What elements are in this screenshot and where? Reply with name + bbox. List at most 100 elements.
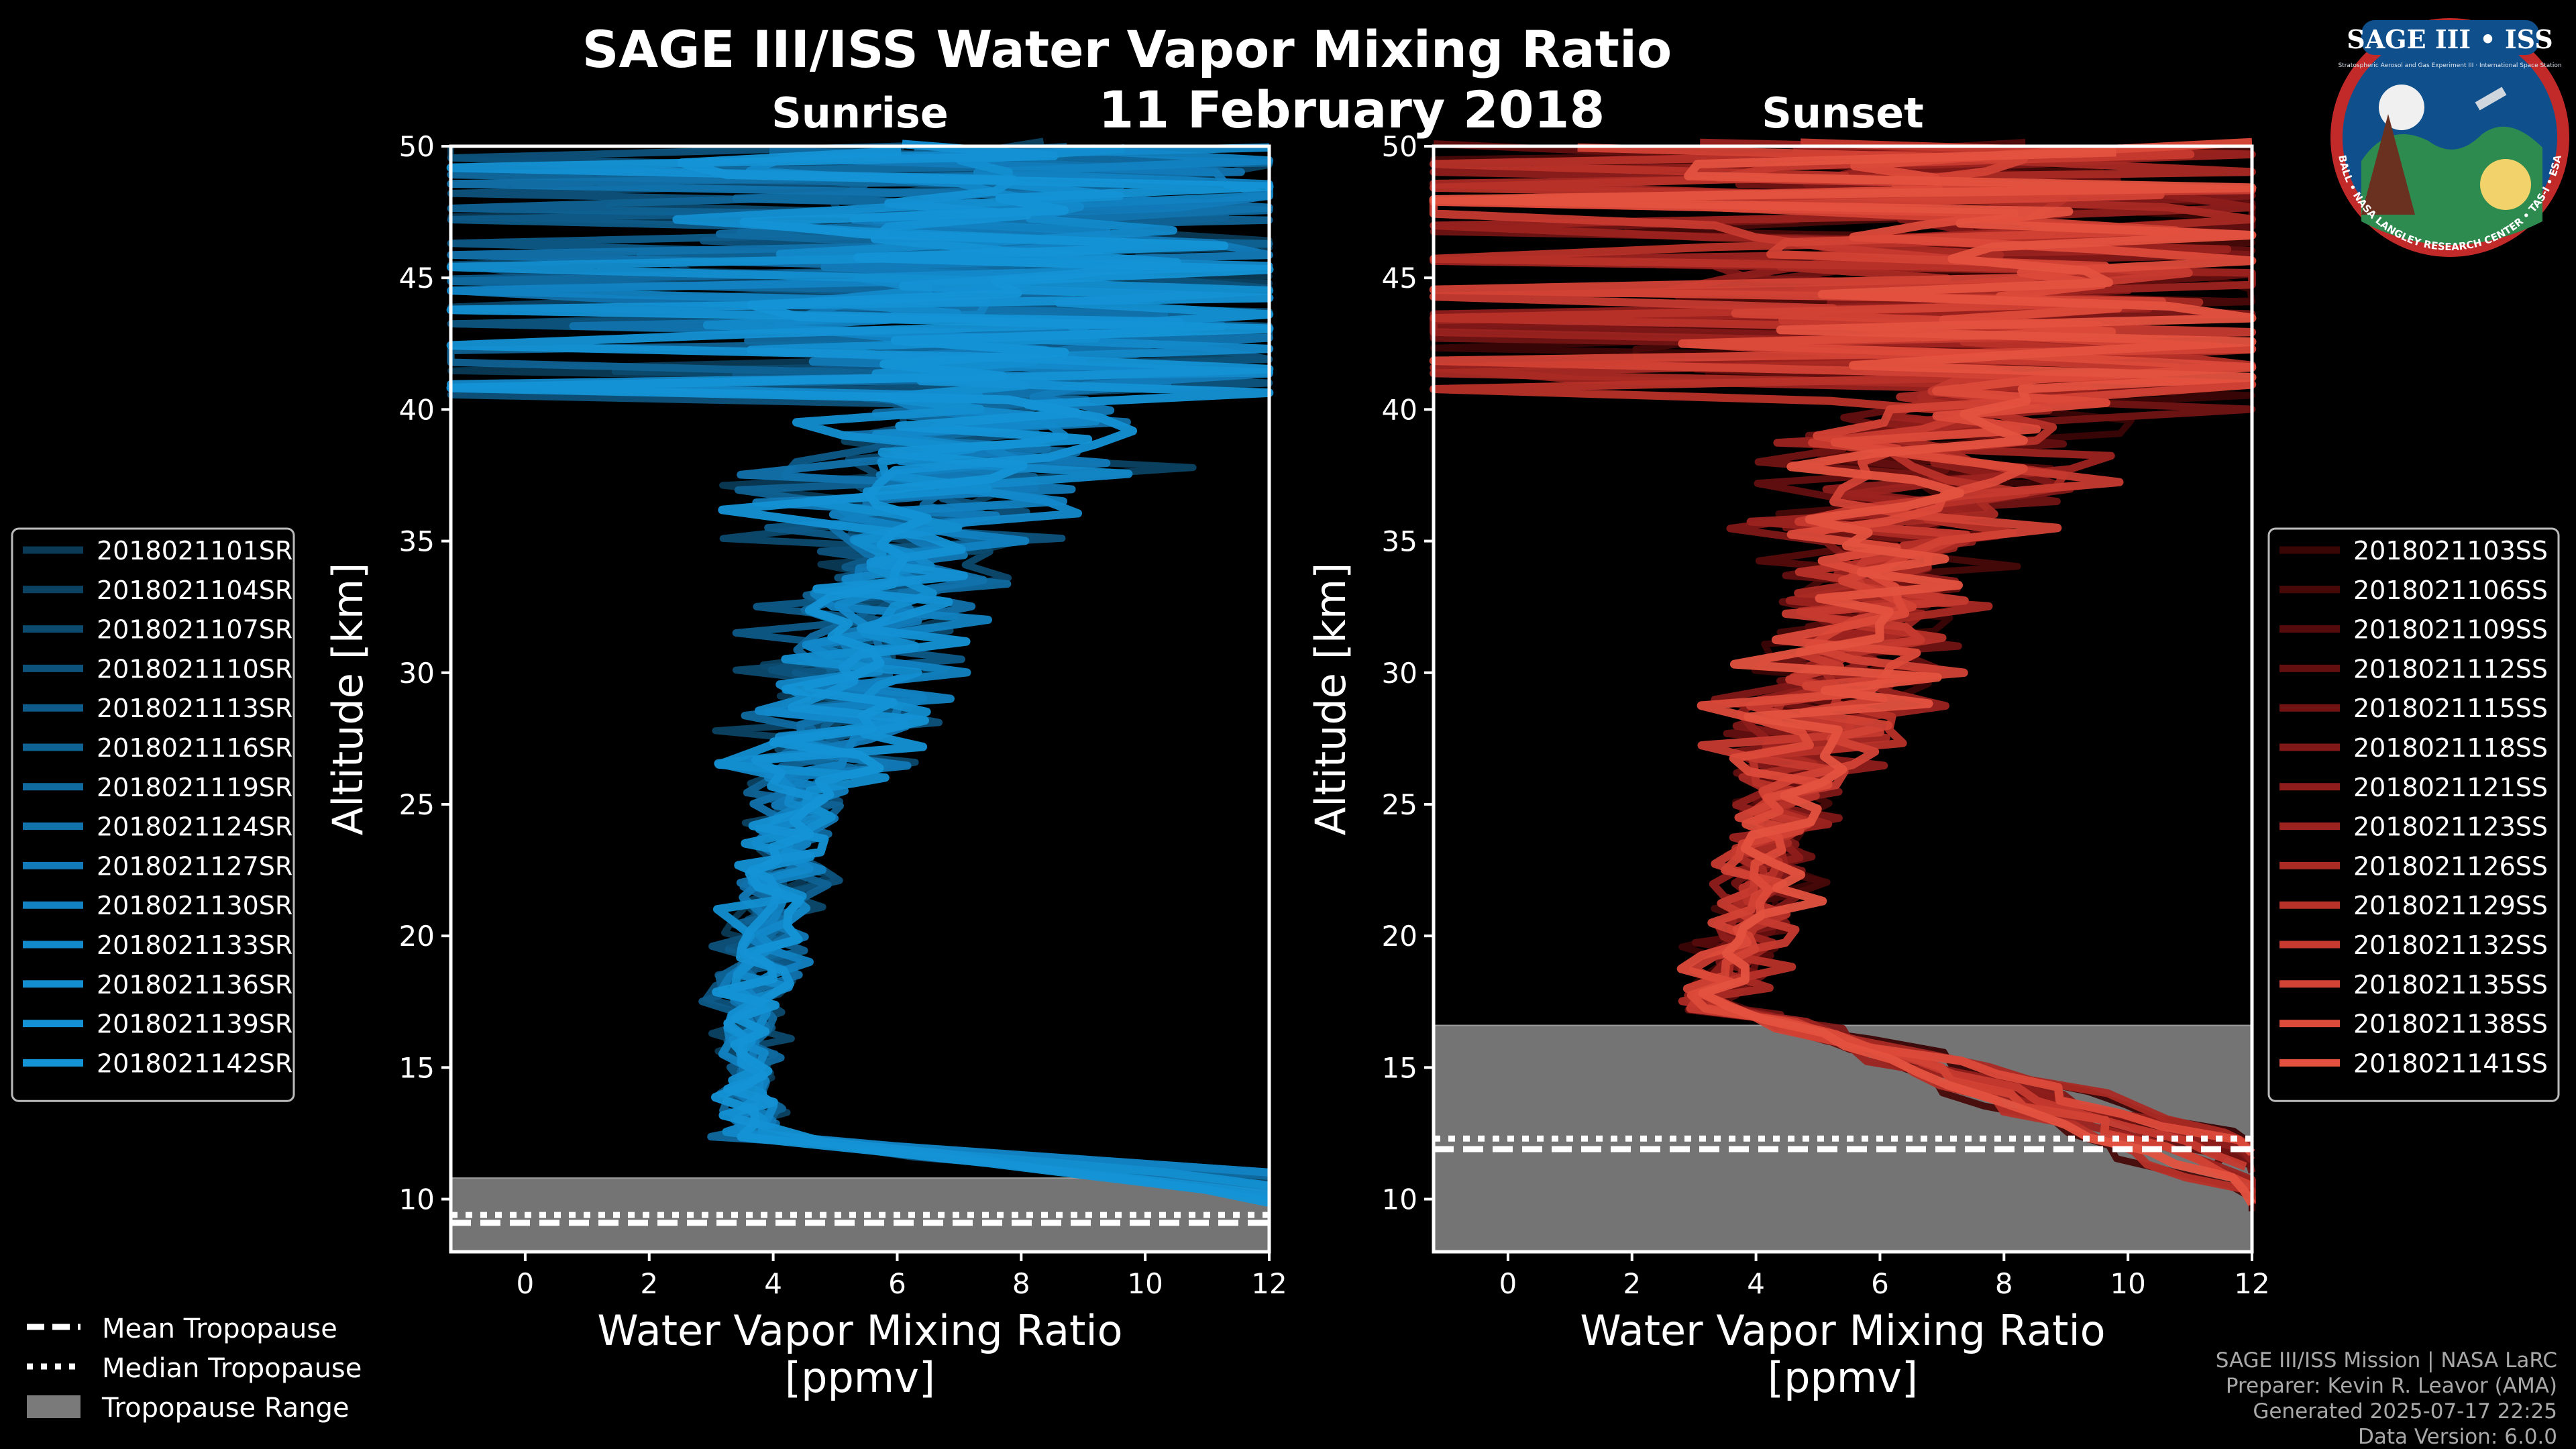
sunset-ytick-label: 50: [1382, 130, 1417, 163]
tropopause-legend: Mean Tropopause Median Tropopause Tropop…: [27, 1313, 362, 1424]
sunset-legend-label-2018021129SS: 2018021129SS: [2353, 891, 2548, 920]
sunset-ytick-label: 35: [1382, 525, 1417, 558]
footer-generated: Generated 2025-07-17 22:25: [2253, 1399, 2557, 1424]
sunset-subtitle: Sunset: [1762, 89, 1924, 138]
sunrise-ytick-label: 50: [399, 130, 435, 163]
sunset-xtick-label: 8: [1995, 1267, 2013, 1300]
patch-title-band: [2361, 20, 2539, 55]
mission-patch-icon: SAGE III • ISS Stratospheric Aerosol and…: [2330, 18, 2569, 257]
patch-iss: [2475, 87, 2507, 111]
sunset-ytick-label: 20: [1382, 920, 1417, 953]
sunrise-legend-label-2018021101SR: 2018021101SR: [97, 536, 292, 566]
sunrise-ytick-label: 30: [399, 657, 435, 690]
patch-moon: [2379, 85, 2424, 130]
sunrise-legend-label-2018021116SR: 2018021116SR: [97, 733, 292, 763]
sunrise-ytick-label: 40: [399, 393, 435, 426]
sunrise-legend-label-2018021142SR: 2018021142SR: [97, 1049, 292, 1078]
sunset-xlabel-line2: [ppmv]: [1768, 1353, 1918, 1402]
sunset-legend-label-2018021126SS: 2018021126SS: [2353, 851, 2548, 881]
sunrise-xtick-label: 8: [1012, 1267, 1030, 1300]
footer-preparer: Preparer: Kevin R. Leavor (AMA): [2226, 1374, 2557, 1398]
sunset-ylabel: Altitude [km]: [1306, 563, 1355, 836]
sunrise-xtick-label: 6: [888, 1267, 906, 1300]
sunrise-series-lines: [446, 138, 1274, 1208]
sunset-ytick-label: 30: [1382, 657, 1417, 690]
patch-earth-land: [2361, 126, 2542, 245]
sunrise-legend-label-2018021113SR: 2018021113SR: [97, 694, 292, 723]
sunrise-xtick-label: 10: [1127, 1267, 1163, 1300]
date-title: 11 February 2018: [1099, 80, 1605, 140]
sunrise-panel: 0 2 4 6 8 10 12 10 15 20 25 30 35 40 45 50 Altitude [km…: [323, 130, 1287, 1402]
sunset-legend-label-2018021118SS: 2018021118SS: [2353, 733, 2548, 763]
sunset-tropopause-lines: [1434, 1135, 2252, 1152]
sunset-panel: 0 2 4 6 8 10 12 10 15 20 25 30 35 40 45 50 Altitude [km…: [1306, 130, 2270, 1402]
sunset-xtick-label: 2: [1623, 1267, 1641, 1300]
tropopause-range-label: Tropopause Range: [101, 1393, 350, 1424]
sunset-legend-label-2018021103SS: 2018021103SS: [2353, 536, 2548, 566]
patch-subtitle: Stratospheric Aerosol and Gas Experiment…: [2338, 62, 2561, 69]
sunrise-ytick-label: 20: [399, 920, 435, 953]
sunrise-legend-label-2018021130SR: 2018021130SR: [97, 891, 292, 920]
sunrise-xtick-label: 2: [640, 1267, 658, 1300]
sunset-xtick-label: 6: [1871, 1267, 1889, 1300]
tropopause-range-swatch: [27, 1395, 80, 1418]
footer-mission: SAGE III/ISS Mission | NASA LaRC: [2216, 1348, 2557, 1373]
patch-figure: [2361, 114, 2415, 215]
sunrise-legend-label-2018021127SR: 2018021127SR: [97, 851, 292, 881]
sunrise-tropopause-lines: [451, 1212, 1269, 1226]
sunset-legend-label-2018021121SS: 2018021121SS: [2353, 773, 2548, 802]
sunset-ytick-label: 10: [1382, 1183, 1417, 1216]
sunrise-ytick-label: 35: [399, 525, 435, 558]
sunrise-ytick-label: 15: [399, 1051, 435, 1084]
sunset-xtick-label: 0: [1499, 1267, 1517, 1300]
patch-sun: [2480, 159, 2531, 210]
sunrise-xtick-label: 12: [1251, 1267, 1287, 1300]
sunset-legend: 2018021103SS 2018021106SS 2018021109SS 2018…: [2267, 527, 2560, 1102]
sunset-legend-label-2018021123SS: 2018021123SS: [2353, 812, 2548, 842]
sunrise-xtick-label: 4: [764, 1267, 782, 1300]
footer-data-version: Data Version: 6.0.0: [2358, 1425, 2557, 1449]
sunrise-legend: 2018021101SR 2018021104SR 2018021107SR 2018…: [11, 527, 295, 1102]
sunset-series-line-2018021141SS: [1429, 148, 2257, 1206]
sunset-ytick-label: 45: [1382, 262, 1417, 294]
sunset-xtick-label: 10: [2110, 1267, 2145, 1300]
main-title: SAGE III/ISS Water Vapor Mixing Ratio: [582, 19, 1672, 79]
sunrise-axes-frame: [449, 144, 1271, 1254]
median-tropopause-label: Median Tropopause: [102, 1353, 362, 1384]
sunset-legend-frame: [2267, 527, 2560, 1102]
sunrise-xlabel-line2: [ppmv]: [785, 1353, 935, 1402]
sunset-legend-label-2018021115SS: 2018021115SS: [2353, 694, 2548, 723]
patch-title: SAGE III • ISS: [2347, 24, 2553, 54]
sunrise-legend-label-2018021124SR: 2018021124SR: [97, 812, 292, 842]
sunrise-series-line-2018021142SR: [446, 146, 1274, 1208]
sunset-axes: 0 2 4 6 8 10 12 10 15 20 25 30 35 40 45 50: [1382, 130, 2270, 1300]
sunset-legend-label-2018021106SS: 2018021106SS: [2353, 576, 2548, 605]
sunrise-xtick-label: 0: [517, 1267, 535, 1300]
sunset-legend-label-2018021141SS: 2018021141SS: [2353, 1049, 2548, 1078]
sunrise-ylabel: Altitude [km]: [323, 563, 372, 836]
sunrise-legend-label-2018021136SR: 2018021136SR: [97, 970, 292, 1000]
sunset-legend-label-2018021135SS: 2018021135SS: [2353, 970, 2548, 1000]
sunset-ytick-label: 40: [1382, 393, 1417, 426]
sunrise-ytick-label: 25: [399, 788, 435, 821]
sunset-xlabel-line1: Water Vapor Mixing Ratio: [1580, 1306, 2105, 1355]
sunrise-subtitle: Sunrise: [771, 89, 949, 138]
sunset-axes-frame: [1432, 144, 2254, 1254]
sunset-legend-label-2018021132SS: 2018021132SS: [2353, 930, 2548, 960]
sunrise-legend-label-2018021104SR: 2018021104SR: [97, 576, 292, 605]
sunset-ytick-label: 25: [1382, 788, 1417, 821]
sunrise-ytick-label: 10: [399, 1183, 435, 1216]
sunrise-xlabel-line1: Water Vapor Mixing Ratio: [597, 1306, 1122, 1355]
footer: SAGE III/ISS Mission | NASA LaRC Prepare…: [2216, 1348, 2557, 1449]
sunrise-ytick-label: 45: [399, 262, 435, 294]
mean-tropopause-label: Mean Tropopause: [102, 1313, 337, 1344]
sunset-xtick-label: 4: [1747, 1267, 1765, 1300]
sunrise-axes: 0 2 4 6 8 10 12 10 15 20 25 30 35 40 45 50: [399, 130, 1287, 1300]
sunrise-legend-label-2018021110SR: 2018021110SR: [97, 654, 292, 684]
sunset-series-lines: [1429, 138, 2257, 1212]
sunrise-legend-label-2018021119SR: 2018021119SR: [97, 773, 292, 802]
sunset-xtick-label: 12: [2234, 1267, 2269, 1300]
sunset-legend-label-2018021138SS: 2018021138SS: [2353, 1010, 2548, 1039]
sunrise-legend-label-2018021133SR: 2018021133SR: [97, 930, 292, 960]
